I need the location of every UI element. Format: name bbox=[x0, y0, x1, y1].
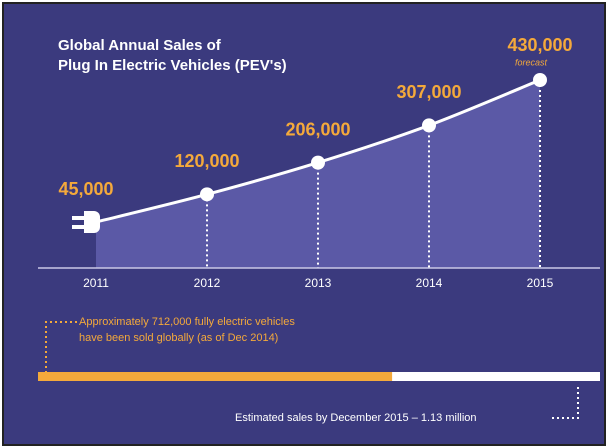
title-line: Global Annual Sales of bbox=[58, 37, 222, 54]
point bbox=[422, 118, 436, 133]
value-label: 307,000 bbox=[396, 82, 461, 102]
connector bbox=[552, 384, 579, 419]
value-label: 206,000 bbox=[285, 119, 350, 139]
sold-note: have been sold globally (as of Dec 2014) bbox=[79, 332, 278, 344]
forecast-note: forecast bbox=[515, 57, 548, 67]
point bbox=[533, 73, 547, 87]
x-tick-label: 2014 bbox=[416, 276, 443, 290]
x-tick-label: 2011 bbox=[83, 276, 109, 290]
sold-note: Approximately 712,000 fully electric veh… bbox=[79, 316, 295, 328]
x-tick-label: 2013 bbox=[305, 276, 332, 290]
plug-icon bbox=[72, 211, 100, 233]
point bbox=[311, 155, 325, 170]
title-line: Plug In Electric Vehicles (PEV's) bbox=[58, 57, 287, 74]
value-label: 120,000 bbox=[174, 151, 239, 171]
x-tick-label: 2015 bbox=[527, 276, 554, 290]
connector bbox=[45, 321, 77, 372]
x-tick-label: 2012 bbox=[194, 276, 221, 290]
estimate-note: Estimated sales by December 2015 – 1.13 … bbox=[235, 412, 477, 424]
point bbox=[200, 187, 214, 202]
value-label: 45,000 bbox=[58, 179, 113, 199]
progress-sold bbox=[38, 372, 393, 381]
value-label: 430,000 bbox=[507, 35, 572, 55]
